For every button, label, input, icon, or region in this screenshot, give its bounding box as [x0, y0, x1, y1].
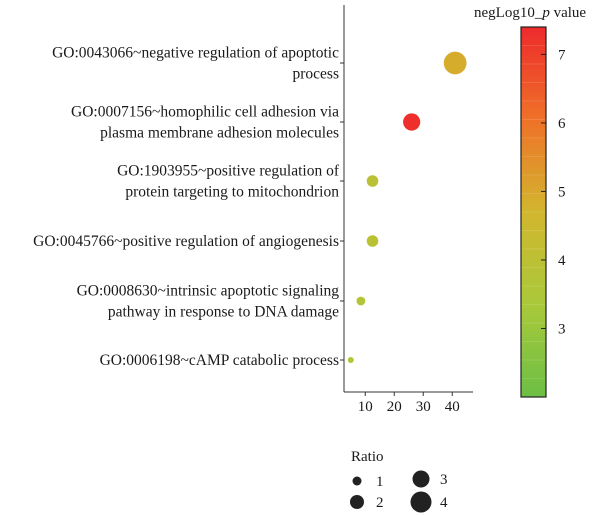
term-label-line: process [293, 66, 340, 83]
data-point [403, 113, 421, 131]
size-legend-swatch [410, 491, 432, 513]
color-scale-tick-label: 5 [558, 184, 566, 200]
term-label: GO:0007156~homophilic cell adhesion via p… [71, 104, 339, 142]
term-label: GO:1903955~positive regulation of protein… [117, 163, 340, 201]
x-tick-label: 30 [416, 399, 431, 415]
data-point [366, 175, 379, 187]
size-legend: Ratio 1 2 3 4 [350, 449, 448, 513]
term-label-line: protein targeting to mitochondrion [125, 184, 339, 201]
term-label-line: pathway in response to DNA damage [108, 304, 339, 321]
color-scale-title: negLog10_p value [474, 5, 586, 21]
term-label-line: GO:0045766~positive regulation of angiog… [33, 233, 339, 250]
color-scale-tick-label: 6 [558, 116, 566, 132]
term-label: GO:0008630~intrinsic apoptotic signaling… [77, 283, 340, 321]
color-scale: negLog10_p value 3 4 5 6 7 [474, 5, 586, 398]
color-scale-tick-label: 7 [558, 47, 566, 63]
size-legend-swatch [412, 470, 430, 488]
size-legend-title: Ratio [351, 449, 384, 465]
term-label-line: plasma membrane adhesion molecules [100, 125, 339, 142]
term-label-line: GO:0007156~homophilic cell adhesion via [71, 104, 339, 121]
size-legend-label: 4 [440, 495, 448, 511]
data-point [366, 235, 379, 247]
term-label-line: GO:0006198~cAMP catabolic process [100, 352, 339, 369]
data-point [347, 357, 354, 363]
color-scale-bar [521, 27, 546, 397]
term-label: GO:0045766~positive regulation of angiog… [33, 233, 339, 250]
data-point [356, 296, 366, 306]
x-tick-label: 20 [387, 399, 402, 415]
data-point [443, 51, 467, 75]
size-legend-swatch [352, 476, 362, 486]
term-label-line: GO:0043066~negative regulation of apopto… [52, 45, 339, 62]
size-legend-label: 3 [440, 472, 448, 488]
x-tick-label: 40 [445, 399, 460, 415]
term-label: GO:0043066~negative regulation of apopto… [52, 45, 339, 83]
size-legend-label: 1 [376, 474, 384, 490]
term-labels: GO:0043066~negative regulation of apopto… [33, 45, 340, 370]
size-legend-swatch [350, 495, 364, 509]
x-tick-label: 10 [358, 399, 373, 415]
term-label-line: GO:1903955~positive regulation of [117, 163, 340, 180]
color-scale-tick-label: 3 [558, 321, 566, 337]
term-label-line: GO:0008630~intrinsic apoptotic signaling [77, 283, 340, 300]
color-scale-tick-label: 4 [558, 253, 566, 269]
size-legend-label: 2 [376, 495, 384, 511]
term-label: GO:0006198~cAMP catabolic process [100, 352, 339, 369]
plot-area: 10 20 30 40 [340, 5, 473, 415]
color-scale-border [520, 26, 547, 398]
